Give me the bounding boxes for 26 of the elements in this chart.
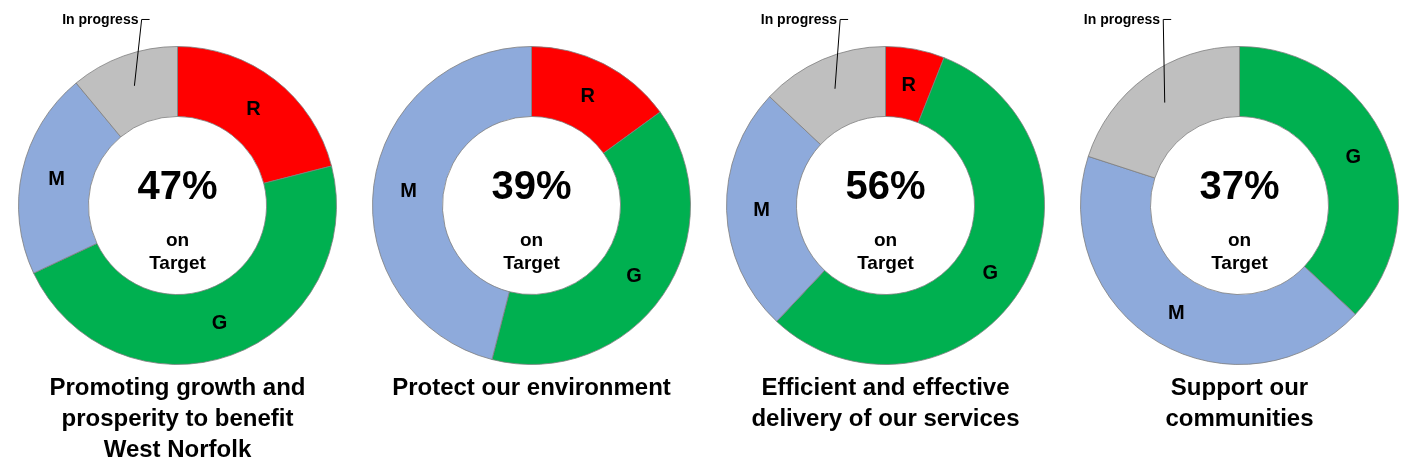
slice-label: M [1168,301,1185,324]
text: Protect our environment [392,372,671,400]
slice-label: G [1345,145,1362,168]
slice-label: M [400,178,417,201]
slice-label: G [982,260,998,283]
text: on Target [1211,229,1269,274]
text: 37% [1199,162,1280,207]
slice-label: R [580,84,596,106]
text: 56% [845,162,926,207]
text: 39% [491,162,572,207]
slice-label: G [211,311,228,334]
text: Promoting growth and prosperity to benefit West Norfolk [49,372,306,462]
text: Support our communities [1165,372,1314,431]
slice-label: R [901,72,917,95]
text: Efficient and effective delivery of our services [751,372,1020,431]
slice-label: G [626,264,642,287]
slice-label: In progress [1083,11,1161,28]
text: on Target [149,229,207,274]
text: on Target [857,229,915,274]
text: on Target [503,229,561,274]
slice-label: In progress [62,11,139,28]
slice-label: R [246,96,262,119]
slice-label: M [48,167,65,190]
slice-label: In progress [760,11,838,28]
text: 47% [137,162,218,207]
slice-label: M [753,198,770,221]
